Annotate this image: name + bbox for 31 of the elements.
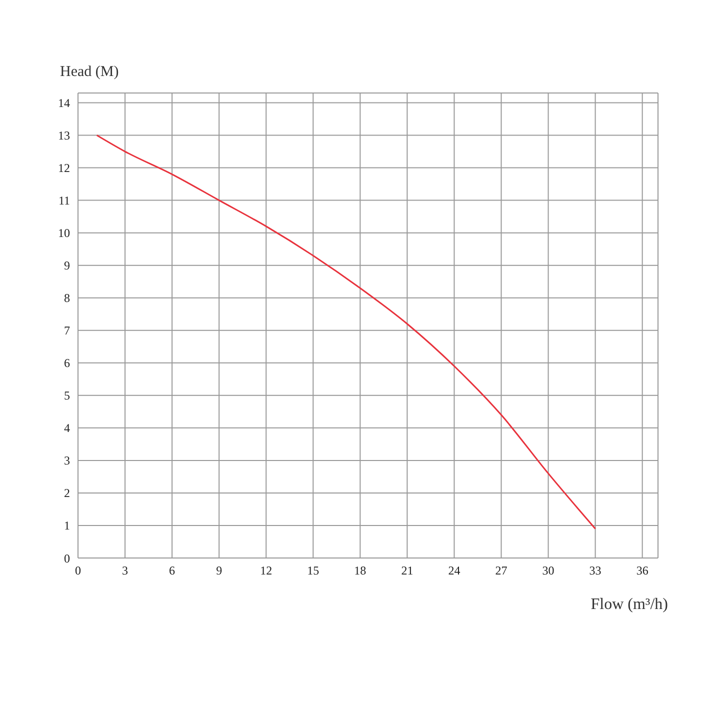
y-tick-label: 7 xyxy=(64,324,70,338)
x-tick-label: 3 xyxy=(122,564,128,578)
y-tick-label: 2 xyxy=(64,486,70,500)
x-axis-title: Flow (m³/h) xyxy=(590,596,668,614)
x-tick-label: 33 xyxy=(589,564,602,578)
y-axis-title: Head (M) xyxy=(60,64,119,81)
x-tick-label: 24 xyxy=(448,564,460,578)
y-tick-label: 11 xyxy=(58,194,70,208)
y-tick-label: 12 xyxy=(58,161,70,176)
y-tick-label: 14 xyxy=(58,96,70,110)
y-tick-label: 9 xyxy=(64,258,70,273)
x-tick-label: 9 xyxy=(216,564,222,578)
x-tick-label: 12 xyxy=(260,564,272,578)
line-series xyxy=(96,134,596,530)
y-tick-label: 1 xyxy=(64,518,70,533)
x-tick-label: 0 xyxy=(75,564,81,578)
x-tick-label: 18 xyxy=(354,564,366,578)
x-tick-label: 6 xyxy=(169,564,176,578)
x-tick-label: 15 xyxy=(307,564,320,578)
x-tick-label: 30 xyxy=(542,564,554,578)
x-tick-label: 21 xyxy=(401,564,414,578)
y-tick-label: 5 xyxy=(64,388,70,403)
y-tick-label: 3 xyxy=(64,454,70,468)
x-tick-label: 36 xyxy=(636,564,648,578)
y-tick-label: 4 xyxy=(64,421,70,436)
y-tick-label: 10 xyxy=(58,226,70,240)
y-tick-label: 6 xyxy=(64,356,70,370)
y-tick-label: 8 xyxy=(64,291,70,306)
y-tick-label: 13 xyxy=(58,128,70,143)
x-tick-label: 27 xyxy=(495,564,508,578)
y-tick-label: 0 xyxy=(64,551,70,566)
